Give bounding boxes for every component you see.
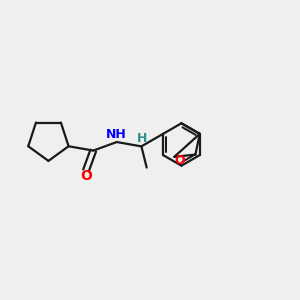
Text: NH: NH bbox=[106, 128, 127, 141]
Text: O: O bbox=[80, 169, 92, 183]
Text: H: H bbox=[137, 132, 147, 145]
Text: O: O bbox=[174, 154, 185, 167]
